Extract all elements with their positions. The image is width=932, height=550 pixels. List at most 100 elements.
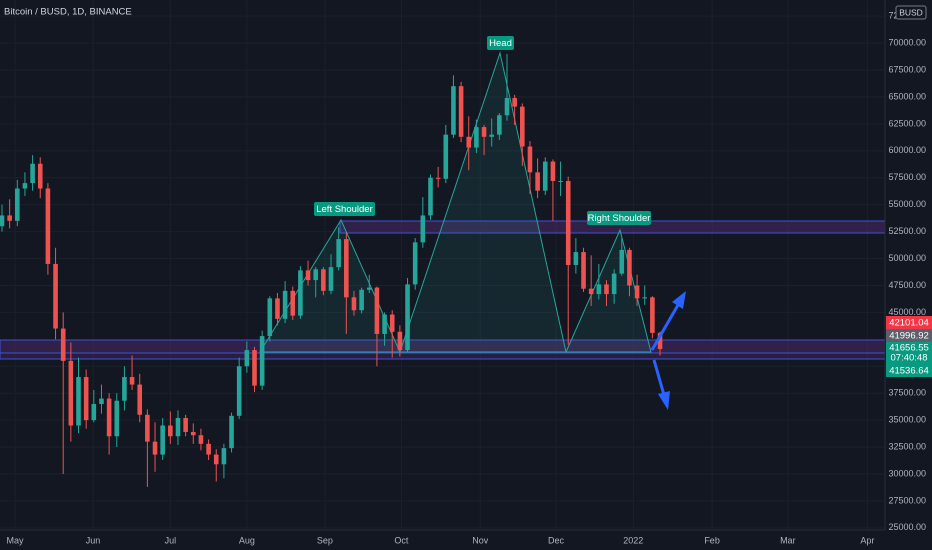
candle-body <box>611 273 617 295</box>
support-zone-lower <box>0 352 886 360</box>
candle-body <box>489 134 494 137</box>
candle-body <box>619 249 625 274</box>
price-label-box <box>886 316 932 329</box>
candle-body <box>581 252 586 289</box>
price-axis <box>885 0 932 550</box>
candle-body <box>642 297 648 299</box>
chart-title: Bitcoin / BUSD, 1D, BINANCE <box>4 7 132 18</box>
candle-body <box>221 448 227 465</box>
candle-body <box>14 188 20 221</box>
candle-body <box>344 239 349 298</box>
candle-body <box>336 239 341 268</box>
candle-body <box>168 425 173 437</box>
candle-body <box>474 127 479 148</box>
candle-body <box>213 454 219 465</box>
annotations: Left Shoulder Head Right Shoulder <box>314 36 651 225</box>
x-tick-label: Oct <box>394 535 409 545</box>
candle-body <box>412 242 418 285</box>
candle-body <box>91 403 97 421</box>
candle-body <box>76 377 81 426</box>
price-label-box <box>886 342 932 364</box>
candle-body <box>0 215 5 227</box>
candle-body <box>359 289 364 311</box>
y-tick-label: 25000.00 <box>888 522 926 532</box>
candle-body <box>22 183 28 189</box>
x-tick-label: Jun <box>86 535 101 545</box>
x-tick-label: Sep <box>317 535 333 545</box>
candle-body <box>252 350 257 386</box>
candle-body <box>588 288 594 295</box>
price-labels: 42101.04 41996.92 41656.55 07:40:48 4153… <box>886 316 932 377</box>
head-shape <box>399 51 567 353</box>
x-tick-label: Feb <box>704 535 720 545</box>
candle-body <box>627 249 632 286</box>
arrows <box>650 291 686 410</box>
y-tick-label: 35000.00 <box>888 414 926 424</box>
price-label-box <box>886 329 932 342</box>
y-tick-label: 47500.00 <box>888 280 926 290</box>
currency-box <box>895 5 927 20</box>
x-tick-label: Aug <box>239 535 255 545</box>
candle-body <box>328 267 334 291</box>
candle-body <box>451 86 456 135</box>
candle-body <box>321 269 326 291</box>
candle-body <box>206 443 211 455</box>
y-tick-label: 30000.00 <box>888 468 926 478</box>
candle-body <box>298 270 303 316</box>
candle-body <box>374 287 380 334</box>
candle-body <box>458 86 464 137</box>
candle-body <box>229 415 234 449</box>
zones <box>0 51 886 360</box>
candle-body <box>504 98 510 116</box>
x-tick-label: Apr <box>860 535 874 545</box>
candle-body <box>558 180 563 182</box>
candle-body <box>634 285 640 299</box>
annotation-box <box>587 211 651 225</box>
candle-body <box>596 284 602 295</box>
candle-body <box>83 377 89 421</box>
candle-body <box>573 252 579 265</box>
y-tick-label: 62500.00 <box>888 118 926 128</box>
y-tick-label: 65000.00 <box>888 91 926 101</box>
candle-body <box>428 177 433 216</box>
candle-body <box>282 290 288 319</box>
candle-body <box>520 106 525 147</box>
candle-body <box>45 188 51 264</box>
x-tick-label: Dec <box>548 535 565 545</box>
grid <box>0 0 885 530</box>
candle-body <box>37 163 43 189</box>
candle-body <box>305 270 311 281</box>
candle-body <box>99 398 104 404</box>
candle-body <box>160 425 165 455</box>
arrow-up <box>650 304 680 351</box>
candle-body <box>397 331 403 351</box>
annotation: Right Shoulder <box>588 213 651 224</box>
candle-body <box>527 146 533 173</box>
y-tick-label: 57500.00 <box>888 172 926 182</box>
y-tick-label: 60000.00 <box>888 145 926 155</box>
candle-body <box>290 290 296 316</box>
candle-body <box>129 377 135 385</box>
candle-body <box>604 284 609 295</box>
price-label: 41996.92 <box>889 331 929 342</box>
candle-body <box>190 431 196 436</box>
candle-body <box>53 263 58 329</box>
x-tick-label: 2022 <box>623 535 643 545</box>
candle-body <box>267 298 273 337</box>
candle-body <box>313 269 319 281</box>
candle-body <box>443 134 449 179</box>
y-tick-label: 37500.00 <box>888 388 926 398</box>
candle-body <box>535 172 540 191</box>
price-label: 42101.04 <box>889 318 929 329</box>
price-label-box <box>886 364 932 377</box>
candle-body <box>7 215 12 221</box>
x-tick-label: May <box>6 535 24 545</box>
candle-body <box>198 435 204 444</box>
candle-body <box>550 161 556 181</box>
arrow-down-head <box>658 391 670 410</box>
candle-body <box>657 332 663 350</box>
y-tick-label: 70000.00 <box>888 37 926 47</box>
candle-body <box>60 328 66 361</box>
y-tick-label: 67500.00 <box>888 64 926 74</box>
candle-body <box>435 177 441 179</box>
